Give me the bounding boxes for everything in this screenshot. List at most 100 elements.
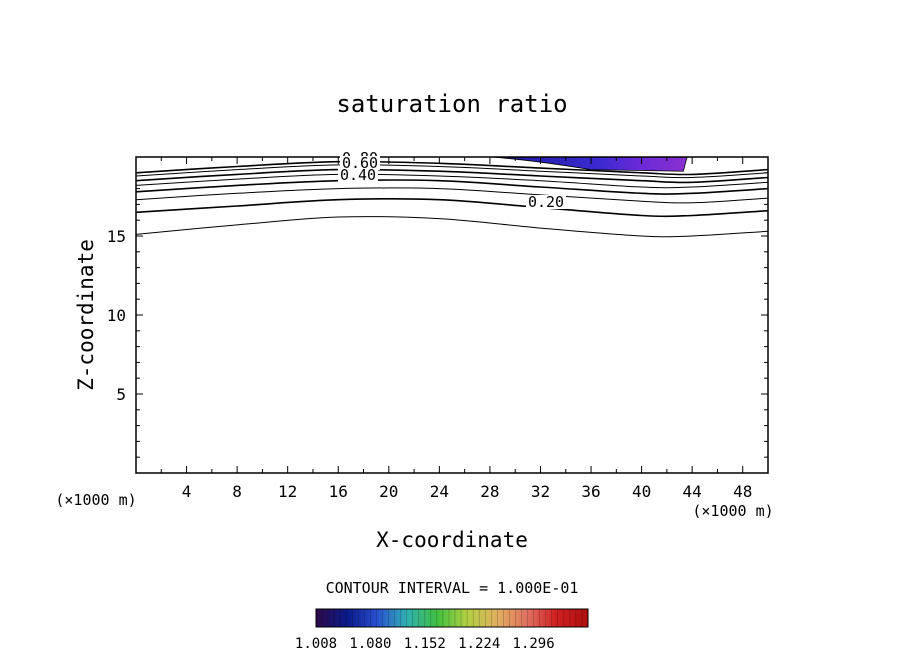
- y-tick-label: 15: [107, 227, 126, 246]
- colorbar-cell: [521, 609, 525, 627]
- colorbar-cell: [334, 609, 338, 627]
- colorbar-cell: [548, 609, 553, 627]
- colorbar-cell: [452, 609, 456, 627]
- colorbar-cell: [415, 609, 420, 627]
- colorbar-cell: [448, 609, 453, 627]
- colorbar-cell: [436, 609, 441, 627]
- contour-line: [136, 160, 768, 176]
- colorbar-frame: [315, 608, 589, 628]
- colorbar-cell: [337, 609, 341, 627]
- colorbar-cell: [455, 609, 459, 627]
- colorbar-cell: [385, 609, 389, 627]
- colorbar-cell: [361, 609, 365, 627]
- colorbar-cell: [464, 609, 468, 627]
- colorbar-cell: [461, 609, 465, 627]
- colorbar-cell: [572, 609, 577, 627]
- colorbar-cell: [488, 609, 492, 627]
- contour-line: [136, 187, 768, 204]
- colorbar-cell: [497, 609, 501, 627]
- colorbar-cell: [482, 609, 486, 627]
- contour-label-bg: [340, 156, 380, 170]
- colorbar-cell: [352, 609, 356, 627]
- contour-line: [136, 168, 768, 184]
- x-tick-label: 4: [182, 482, 192, 501]
- colorbar-cell: [382, 609, 386, 627]
- colorbar-cell: [445, 609, 450, 627]
- x-tick-label: 20: [379, 482, 398, 501]
- colorbar-cell: [328, 609, 332, 627]
- colorbar-cell: [340, 609, 344, 627]
- x-tick-label: 44: [683, 482, 702, 501]
- colorbar-cell: [331, 609, 335, 627]
- y-tick-label: 5: [116, 385, 126, 404]
- x-tick-label: 48: [733, 482, 752, 501]
- contour-lines: [136, 160, 768, 238]
- x-unit-right: (×1000 m): [692, 502, 773, 520]
- colorbar-cell: [433, 609, 438, 627]
- colorbar-cell: [346, 609, 350, 627]
- contour-label: 0.40: [340, 166, 376, 184]
- colorbar-cell: [349, 609, 353, 627]
- colorbar-cell: [379, 609, 383, 627]
- colorbar-cell: [427, 609, 432, 627]
- colorbar-cell: [518, 609, 522, 627]
- contour-line: [136, 179, 768, 195]
- colorbar-cell: [319, 609, 323, 627]
- contour-line: [136, 197, 768, 218]
- contour-label: 0.60: [342, 154, 378, 172]
- colorbar-cell: [509, 609, 513, 627]
- colorbar-cell: [536, 609, 540, 627]
- colorbar-cell: [494, 609, 498, 627]
- colorbar-label: 1.152: [404, 636, 446, 652]
- colorbar-cell: [470, 609, 474, 627]
- colorbar-cell: [367, 609, 371, 627]
- x-tick-label: 8: [232, 482, 242, 501]
- colorbar-cell: [476, 609, 480, 627]
- x-tick-label: 28: [480, 482, 499, 501]
- colorbar-cell: [539, 609, 543, 627]
- axis-ticks: [135, 156, 769, 474]
- colorbar-cell: [554, 609, 559, 627]
- colorbar-cell: [409, 609, 414, 627]
- colorbar-cell: [563, 609, 568, 627]
- colorbar-cell: [364, 609, 368, 627]
- colorbar-cell: [397, 609, 401, 627]
- colorbar-cell: [503, 609, 507, 627]
- colorbar-cell: [355, 609, 359, 627]
- colorbar-cell: [370, 609, 374, 627]
- plot-frame: [135, 156, 769, 474]
- x-tick-label: 32: [531, 482, 550, 501]
- contour-line: [136, 216, 768, 238]
- colorbar-cell: [394, 609, 398, 627]
- contour-label-bg: [338, 168, 378, 182]
- colorbar-cell: [491, 609, 495, 627]
- colorbar-label: 1.008: [295, 636, 337, 652]
- y-tick-label: 10: [107, 306, 126, 325]
- colorbar-cell: [406, 609, 410, 627]
- colorbar-cell: [403, 609, 407, 627]
- contour-line: [136, 164, 768, 179]
- contour-label-bg: [526, 195, 566, 209]
- colorbar-cell: [578, 609, 583, 627]
- x-axis-label: X-coordinate: [376, 528, 528, 552]
- colorbar-cell: [479, 609, 483, 627]
- colorbar-cell: [575, 609, 580, 627]
- colorbar-label: 1.296: [513, 636, 555, 652]
- colorbar-cell: [418, 609, 423, 627]
- x-tick-label: 12: [278, 482, 297, 501]
- colorbar-cell: [557, 609, 562, 627]
- shaded-region: [489, 157, 688, 172]
- colorbar-cell: [506, 609, 510, 627]
- colorbar-cell: [473, 609, 477, 627]
- colorbar-cell: [325, 609, 329, 627]
- colorbar-cell: [316, 609, 320, 627]
- y-axis-label: Z-coordinate: [74, 239, 98, 391]
- contour-label: 0.20: [528, 193, 564, 211]
- contour-interval-text: CONTOUR INTERVAL = 1.000E-01: [326, 579, 579, 597]
- contour-labels: 0.800.600.400.20: [338, 149, 566, 211]
- colorbar-cell: [373, 609, 377, 627]
- colorbar-cell: [322, 609, 326, 627]
- colorbar-cell: [545, 609, 550, 627]
- colorbar-cell: [388, 609, 392, 627]
- colorbar-cell: [458, 609, 462, 627]
